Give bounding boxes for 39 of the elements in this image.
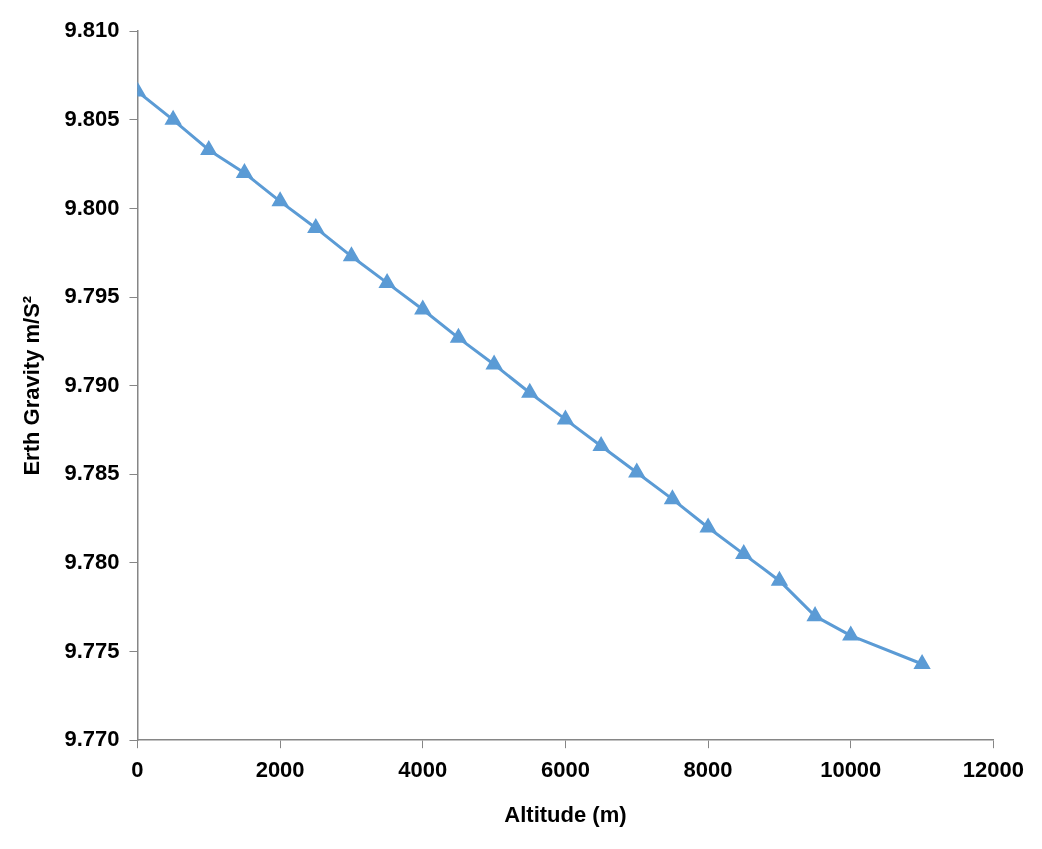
y-tick-label: 9.790 bbox=[64, 371, 120, 397]
point bbox=[236, 164, 253, 178]
y-tick-label: 9.800 bbox=[64, 194, 120, 220]
point bbox=[308, 219, 324, 233]
point bbox=[272, 192, 288, 207]
point bbox=[593, 437, 609, 451]
point bbox=[415, 300, 431, 315]
x-tick-label: 2000 bbox=[255, 757, 305, 783]
y-tick-label: 9.805 bbox=[64, 105, 120, 131]
point bbox=[629, 464, 645, 478]
x-tick-label: 8000 bbox=[683, 757, 733, 783]
point bbox=[557, 410, 573, 425]
point bbox=[522, 384, 538, 398]
point bbox=[343, 247, 360, 262]
y-tick-label: 9.770 bbox=[64, 726, 120, 752]
point bbox=[807, 607, 823, 622]
point bbox=[486, 355, 502, 370]
x-tick-label: 0 bbox=[131, 757, 144, 783]
point bbox=[914, 655, 930, 669]
point bbox=[664, 490, 680, 505]
y-tick-label: 9.795 bbox=[64, 283, 120, 309]
y-tick-label: 9.775 bbox=[64, 637, 120, 663]
point bbox=[843, 627, 859, 641]
point bbox=[700, 519, 716, 533]
y-tick-label: 9.780 bbox=[64, 549, 120, 575]
y-axis-title: Erth Gravity m/S² bbox=[19, 295, 45, 476]
y-tick-label: 9.785 bbox=[64, 460, 120, 486]
x-tick-label: 10000 bbox=[820, 757, 882, 783]
y-tick-label: 9.810 bbox=[64, 17, 120, 43]
point bbox=[771, 572, 787, 586]
x-tick-label: 4000 bbox=[398, 757, 448, 783]
point bbox=[379, 274, 395, 288]
point bbox=[450, 329, 466, 343]
point bbox=[201, 141, 217, 155]
point bbox=[736, 545, 752, 560]
x-tick-label: 12000 bbox=[962, 757, 1025, 783]
x-axis-title: Altitude (m) bbox=[504, 801, 627, 827]
x-tick-label: 6000 bbox=[540, 757, 590, 783]
point bbox=[165, 111, 181, 125]
